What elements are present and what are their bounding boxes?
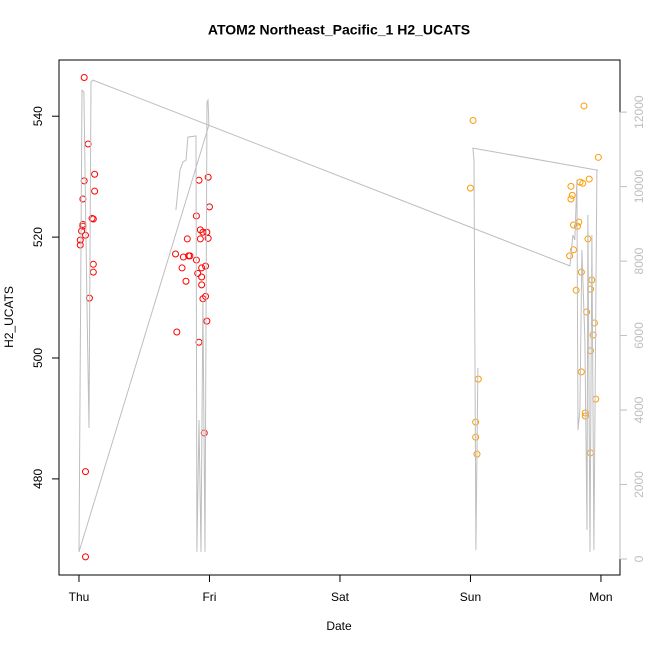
data-point — [589, 331, 597, 339]
data-point — [89, 260, 97, 268]
data-point — [179, 253, 187, 261]
y2-tick-label: 8000 — [632, 247, 646, 274]
data-point — [594, 153, 602, 161]
y-tick-label: 540 — [31, 106, 45, 126]
data-point — [466, 184, 474, 192]
y-tick-label: 480 — [31, 469, 45, 489]
data-point — [81, 553, 89, 561]
data-point — [91, 187, 99, 195]
data-point — [580, 102, 588, 110]
data-point — [89, 268, 97, 276]
data-point — [202, 262, 210, 270]
y2-tick-label: 10000 — [632, 170, 646, 204]
data-point — [186, 252, 194, 260]
y2-tick-label: 2000 — [632, 471, 646, 498]
data-point — [80, 177, 88, 185]
y2-tick-label: 12000 — [632, 95, 646, 129]
data-point — [577, 368, 585, 376]
data-point — [579, 179, 587, 187]
data-point — [80, 74, 88, 82]
data-point — [198, 264, 206, 272]
y-tick-label: 520 — [31, 227, 45, 247]
data-point — [572, 286, 580, 294]
data-point — [182, 277, 190, 285]
data-point — [570, 221, 578, 229]
y2-tick-label: 6000 — [632, 322, 646, 349]
y-axis-label: H2_UCATS — [2, 286, 16, 348]
data-point — [76, 236, 84, 244]
y2-tick-label: 0 — [632, 555, 646, 562]
data-point — [198, 281, 206, 289]
data-point — [567, 195, 575, 203]
x-tick-label: Sat — [331, 590, 350, 604]
y-tick-label: 500 — [31, 348, 45, 368]
data-point — [204, 234, 212, 242]
plot-frame — [58, 59, 621, 576]
x-tick-label: Mon — [589, 590, 612, 604]
data-point — [566, 252, 574, 260]
altitude-line — [78, 79, 598, 553]
data-point — [469, 116, 477, 124]
data-point — [178, 264, 186, 272]
x-tick-label: Sun — [460, 590, 481, 604]
data-point — [195, 176, 203, 184]
chart-title: ATOM2 Northeast_Pacific_1 H2_UCATS — [208, 22, 470, 38]
data-point — [173, 328, 181, 336]
y2-tick-label: 4000 — [632, 396, 646, 423]
data-point — [76, 241, 84, 249]
data-point — [570, 246, 578, 254]
data-point — [567, 182, 575, 190]
data-point — [194, 269, 202, 277]
x-tick-label: Thu — [69, 590, 90, 604]
x-axis-label: Date — [326, 619, 352, 633]
data-point — [592, 395, 600, 403]
data-point — [183, 235, 191, 243]
data-point — [202, 292, 210, 300]
data-point — [205, 203, 213, 211]
data-point — [91, 170, 99, 178]
data-point — [172, 250, 180, 258]
data-point — [204, 173, 212, 181]
data-point — [196, 235, 204, 243]
data-point — [203, 317, 211, 325]
data-point — [585, 175, 593, 183]
data-point — [81, 468, 89, 476]
data-point — [568, 191, 576, 199]
x-tick-label: Fri — [202, 590, 216, 604]
data-point — [198, 273, 206, 281]
